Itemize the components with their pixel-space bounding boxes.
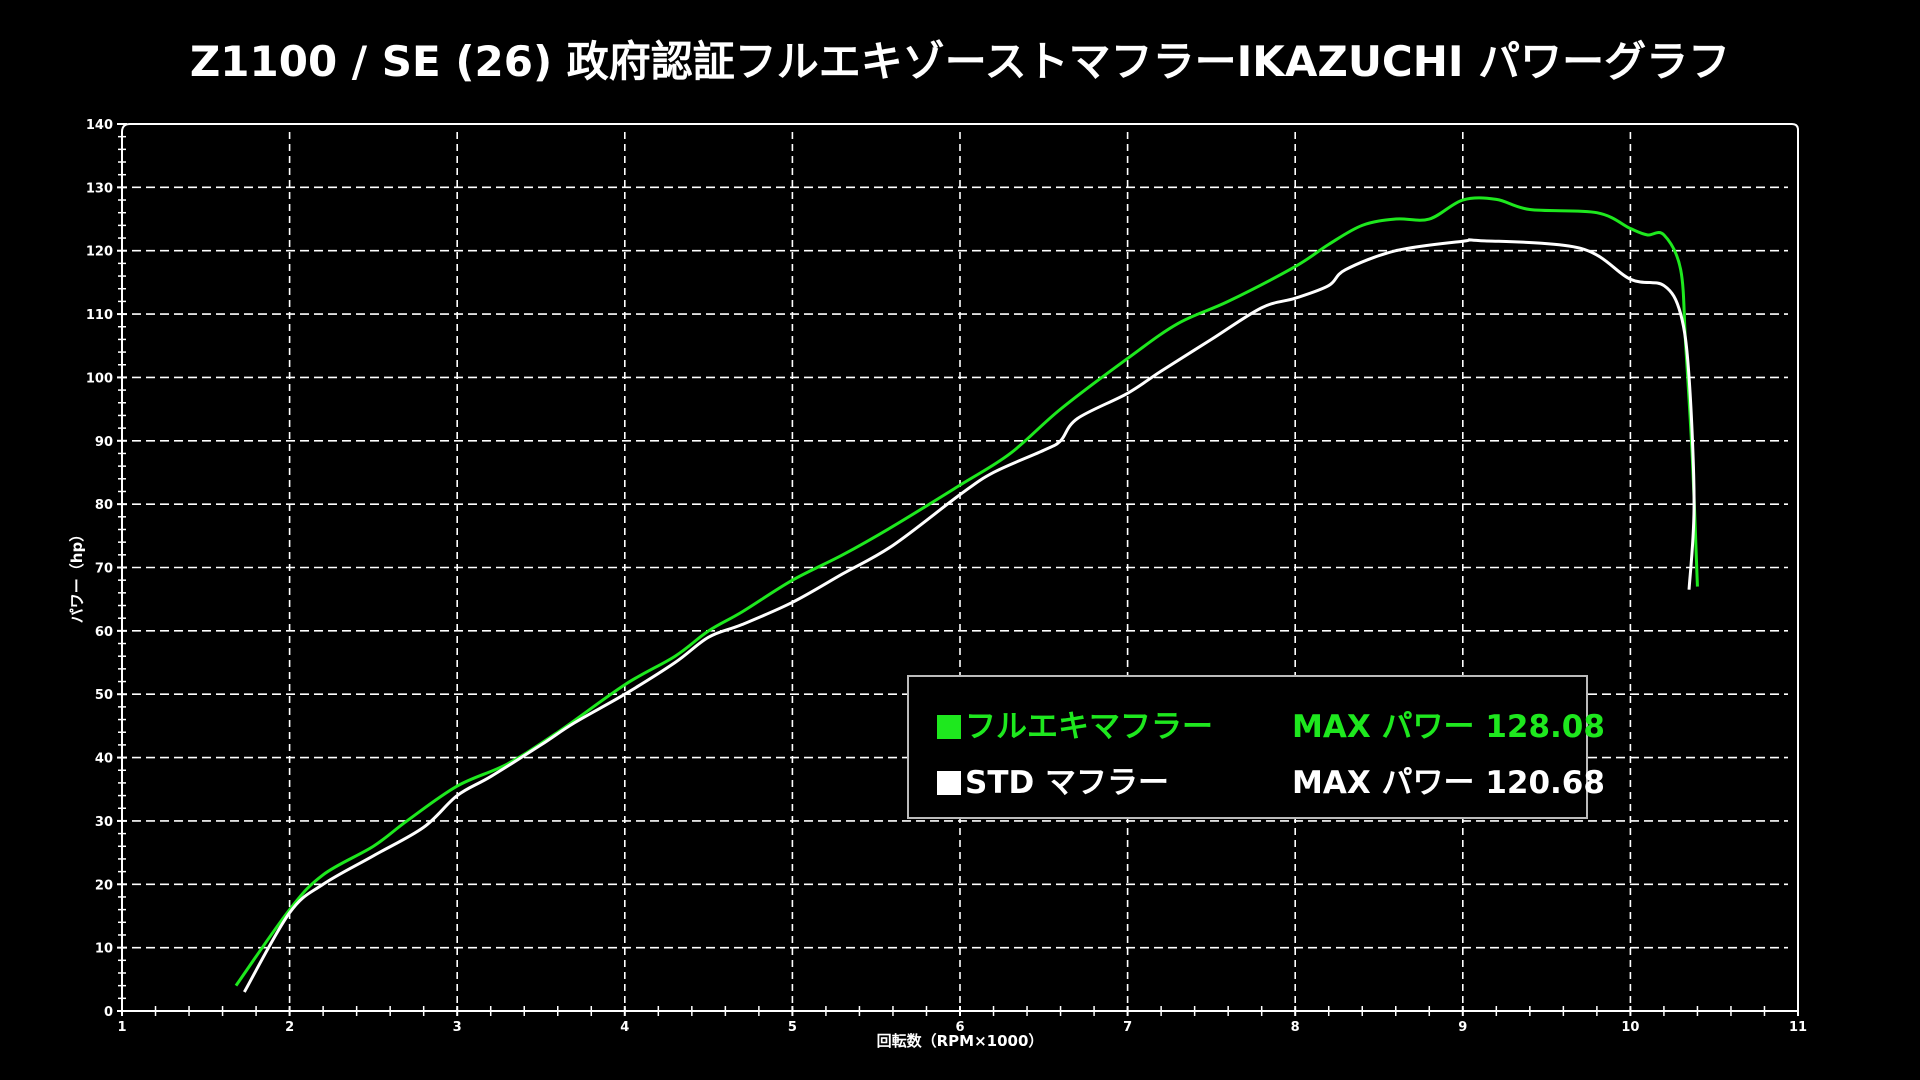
y-tick-label: 130 bbox=[86, 181, 113, 196]
chart-title: Z1100 / SE (26) 政府認証フルエキゾーストマフラーIKAZUCHI… bbox=[189, 37, 1731, 86]
y-tick-label: 80 bbox=[95, 498, 113, 513]
legend: フルエキマフラー MAX パワー 128.08 STD マフラー MAX パワー… bbox=[907, 675, 1605, 819]
series-line-std bbox=[243, 238, 1696, 993]
legend-item-full-exhaust: フルエキマフラー MAX パワー 128.08 bbox=[937, 707, 1605, 747]
y-tick-label: 110 bbox=[86, 308, 113, 323]
legend-max-power: MAX パワー 128.08 bbox=[1292, 709, 1605, 745]
y-tick-label: 100 bbox=[86, 371, 113, 386]
x-tick-label: 6 bbox=[955, 1020, 964, 1035]
y-tick-label: 40 bbox=[95, 752, 113, 767]
legend-max-power: MAX パワー 120.68 bbox=[1292, 765, 1605, 801]
x-tick-label: 9 bbox=[1458, 1020, 1467, 1035]
legend-swatch bbox=[937, 714, 961, 739]
y-tick-label: 20 bbox=[95, 878, 113, 893]
axes: 0 10 20 30 40 50 60 70 80 90 100 110 120 130 140 1 2 3 4 5 6… bbox=[86, 118, 1807, 1035]
plot-frame bbox=[121, 123, 1799, 1011]
y-axis-label: パワー（hp） bbox=[68, 527, 86, 623]
x-tick-label: 3 bbox=[453, 1020, 462, 1035]
y-tick-label: 60 bbox=[95, 625, 113, 640]
legend-swatch bbox=[937, 770, 961, 795]
x-tick-label: 2 bbox=[285, 1020, 294, 1035]
y-tick-label: 50 bbox=[95, 688, 113, 703]
x-tick-label: 8 bbox=[1291, 1020, 1300, 1035]
x-axis-label: 回転数（RPM×1000） bbox=[877, 1032, 1044, 1050]
x-tick-label: 1 bbox=[117, 1020, 126, 1035]
y-tick-label: 30 bbox=[95, 815, 113, 830]
series-lines bbox=[234, 196, 1699, 993]
legend-label: STD マフラー bbox=[965, 765, 1169, 801]
series-line-full-exhaust bbox=[234, 196, 1699, 987]
y-tick-label: 70 bbox=[95, 562, 113, 577]
y-tick-label: 10 bbox=[95, 942, 113, 957]
x-tick-label: 10 bbox=[1621, 1020, 1639, 1035]
y-tick-label: 120 bbox=[86, 245, 113, 260]
x-tick-label: 11 bbox=[1789, 1020, 1807, 1035]
y-tick-label: 0 bbox=[104, 1005, 113, 1020]
y-tick-label: 140 bbox=[86, 118, 113, 133]
grid bbox=[132, 132, 1788, 1011]
y-tick-label: 90 bbox=[95, 435, 113, 450]
legend-label: フルエキマフラー bbox=[965, 709, 1213, 745]
x-tick-label: 4 bbox=[620, 1020, 629, 1035]
x-tick-label: 7 bbox=[1123, 1020, 1132, 1035]
legend-item-std: STD マフラー MAX パワー 120.68 bbox=[937, 763, 1605, 803]
x-tick-label: 5 bbox=[788, 1020, 797, 1035]
